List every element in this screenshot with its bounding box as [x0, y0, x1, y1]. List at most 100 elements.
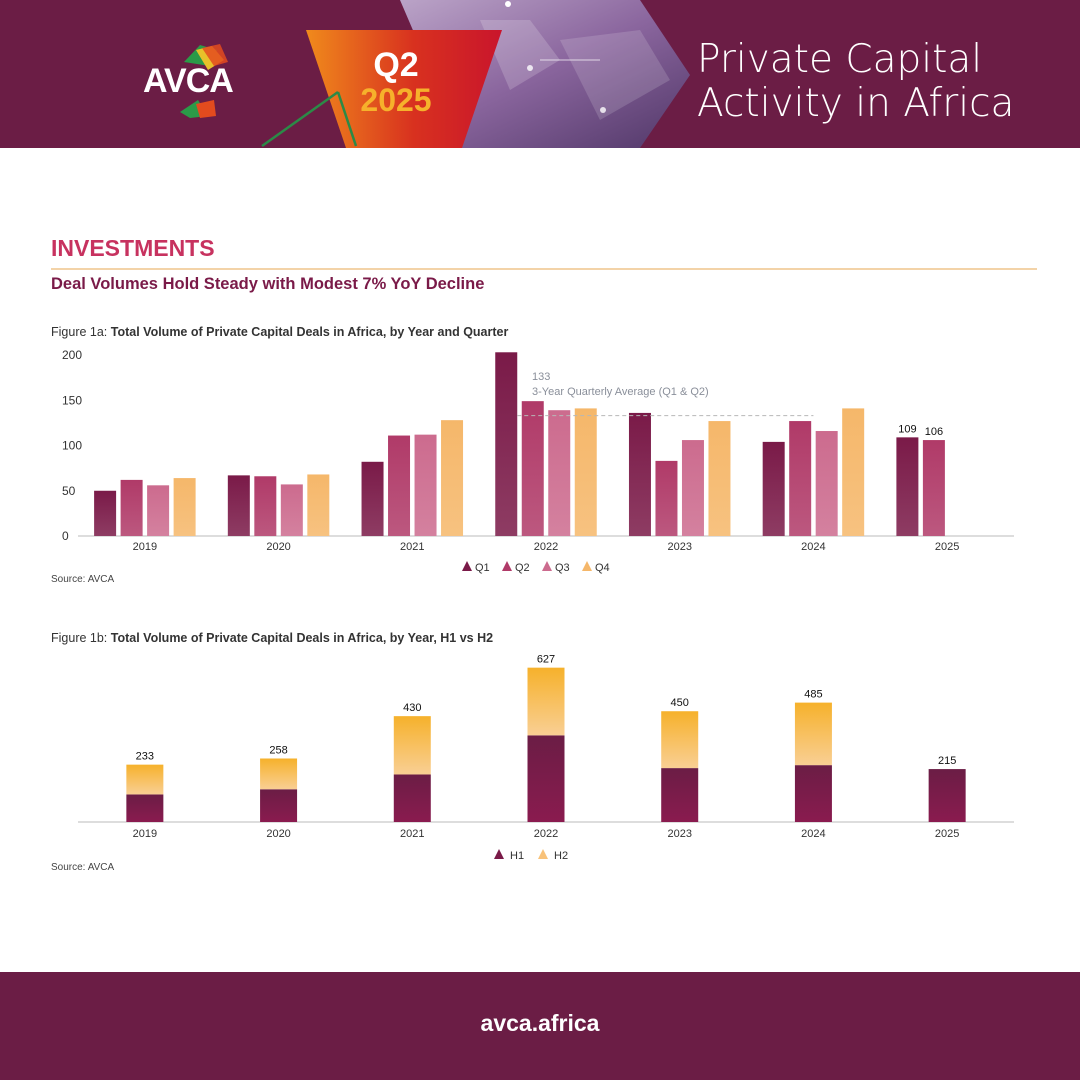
bar-q4-2022 [574, 408, 597, 536]
x-tick-label: 2020 [266, 541, 290, 553]
x-tick-label: 2023 [667, 828, 691, 840]
quarter-badge-shape [306, 30, 502, 148]
bar-q1-2021 [361, 461, 384, 536]
figure-1b-chart: 233 2019 258 2020 430 2021 627 2022 450 2023 485 20… [78, 654, 1014, 862]
header-artwork [180, 0, 690, 148]
bar-q2-2022 [521, 401, 544, 536]
x-tick-label: 2022 [534, 541, 558, 553]
bar-q1-2023 [628, 412, 651, 536]
legend-marker-q2 [502, 561, 512, 571]
section-subtitle: Deal Volumes Hold Steady with Modest 7% … [51, 275, 485, 293]
report-title-line-2: Activity in Africa [697, 81, 1015, 126]
bar-q1-2022 [495, 352, 518, 536]
bar-h1-2023 [661, 768, 699, 822]
x-tick-label: 2019 [133, 541, 157, 553]
legend-label-h2: H2 [554, 850, 568, 862]
bar-q2-2024 [789, 421, 812, 536]
x-tick-label: 2019 [133, 828, 157, 840]
legend-label-q1: Q1 [475, 562, 490, 574]
bar-q4-2023 [708, 421, 731, 536]
section-title: INVESTMENTS [51, 235, 215, 261]
legend-marker-q3 [542, 561, 552, 571]
bar-q4-2019 [173, 478, 196, 536]
bar-h1-2024 [794, 765, 832, 822]
bar-q1-2024 [762, 441, 785, 536]
data-label: 106 [925, 426, 943, 438]
figure-1b-source: Source: AVCA [51, 862, 115, 873]
x-tick-label: 2025 [935, 828, 959, 840]
figure-1a-chart: 133 3-Year Quarterly Average (Q1 & Q2) 0… [62, 348, 1014, 574]
footer-url: avca.africa [480, 1010, 600, 1036]
legend-marker-h1 [494, 849, 504, 859]
bar-q2-2020 [254, 476, 277, 536]
y-tick-label: 200 [62, 348, 82, 362]
legend-label-q4: Q4 [595, 562, 610, 574]
x-tick-label: 2023 [667, 541, 691, 553]
bar-h2-2020 [260, 758, 298, 790]
bar-h2-2023 [661, 711, 699, 769]
x-tick-label: 2020 [266, 828, 290, 840]
y-tick-label: 150 [62, 393, 82, 407]
bar-q3-2024 [815, 431, 838, 536]
bar-q4-2021 [441, 420, 464, 536]
bar-q3-2021 [414, 434, 437, 536]
bar-q4-2020 [307, 474, 330, 536]
total-label: 485 [804, 689, 822, 701]
section-divider [51, 268, 1037, 270]
x-tick-label: 2024 [801, 828, 825, 840]
bar-q2-2019 [120, 479, 143, 536]
x-tick-label: 2021 [400, 541, 424, 553]
legend-marker-q1 [462, 561, 472, 571]
bar-q1-2020 [227, 475, 250, 536]
bar-h1-2025 [928, 769, 966, 822]
bar-h2-2019 [126, 764, 164, 795]
bar-q3-2019 [147, 485, 170, 536]
average-value-label: 133 [532, 371, 550, 383]
bar-q3-2022 [548, 410, 571, 536]
bar-q2-2021 [388, 435, 411, 536]
badge-quarter: Q2 [373, 46, 419, 84]
figure-1a-caption: Figure 1a: Total Volume of Private Capit… [51, 325, 508, 339]
bar-q2-2025 [922, 440, 945, 536]
total-label: 430 [403, 702, 421, 714]
bar-h1-2021 [393, 774, 431, 822]
bar-h1-2022 [527, 735, 565, 822]
bar-h2-2024 [794, 702, 832, 766]
bar-q4-2024 [842, 408, 865, 536]
legend-label-q3: Q3 [555, 562, 570, 574]
bar-h1-2020 [260, 789, 298, 822]
figure-1b-caption: Figure 1b: Total Volume of Private Capit… [51, 631, 493, 645]
bar-q1-2025 [896, 437, 919, 536]
legend-label-q2: Q2 [515, 562, 530, 574]
data-label: 109 [898, 423, 916, 435]
figure-1a-label: Figure 1a: [51, 325, 108, 339]
badge-year: 2025 [360, 82, 432, 118]
y-tick-label: 100 [62, 439, 82, 453]
x-tick-label: 2021 [400, 828, 424, 840]
bar-h2-2021 [393, 716, 431, 775]
x-tick-label: 2022 [534, 828, 558, 840]
legend-marker-h2 [538, 849, 548, 859]
bar-q2-2023 [655, 460, 678, 536]
total-label: 233 [136, 751, 154, 763]
figure-1a-source: Source: AVCA [51, 574, 115, 585]
total-label: 215 [938, 755, 956, 767]
figure-1a-title: Total Volume of Private Capital Deals in… [110, 325, 509, 339]
x-tick-label: 2024 [801, 541, 825, 553]
bar-q3-2020 [280, 484, 303, 536]
average-line-label: 3-Year Quarterly Average (Q1 & Q2) [532, 386, 709, 398]
header-banner: AVCA Q2 2025 Private Capital Activity in… [0, 0, 1080, 148]
bar-h2-2022 [527, 667, 565, 736]
figure-1b-title: Total Volume of Private Capital Deals in… [110, 631, 494, 645]
bar-q1-2019 [94, 490, 117, 536]
total-label: 450 [671, 697, 689, 709]
avca-logo: AVCA [143, 62, 234, 100]
legend-label-h1: H1 [510, 850, 524, 862]
footer-bar [0, 972, 1080, 1080]
total-label: 627 [537, 654, 555, 666]
figure-1b-label: Figure 1b: [51, 631, 108, 645]
y-tick-label: 50 [62, 484, 76, 498]
y-tick-label: 0 [62, 529, 69, 543]
x-tick-label: 2025 [935, 541, 959, 553]
report-title-line-1: Private Capital [697, 37, 983, 82]
